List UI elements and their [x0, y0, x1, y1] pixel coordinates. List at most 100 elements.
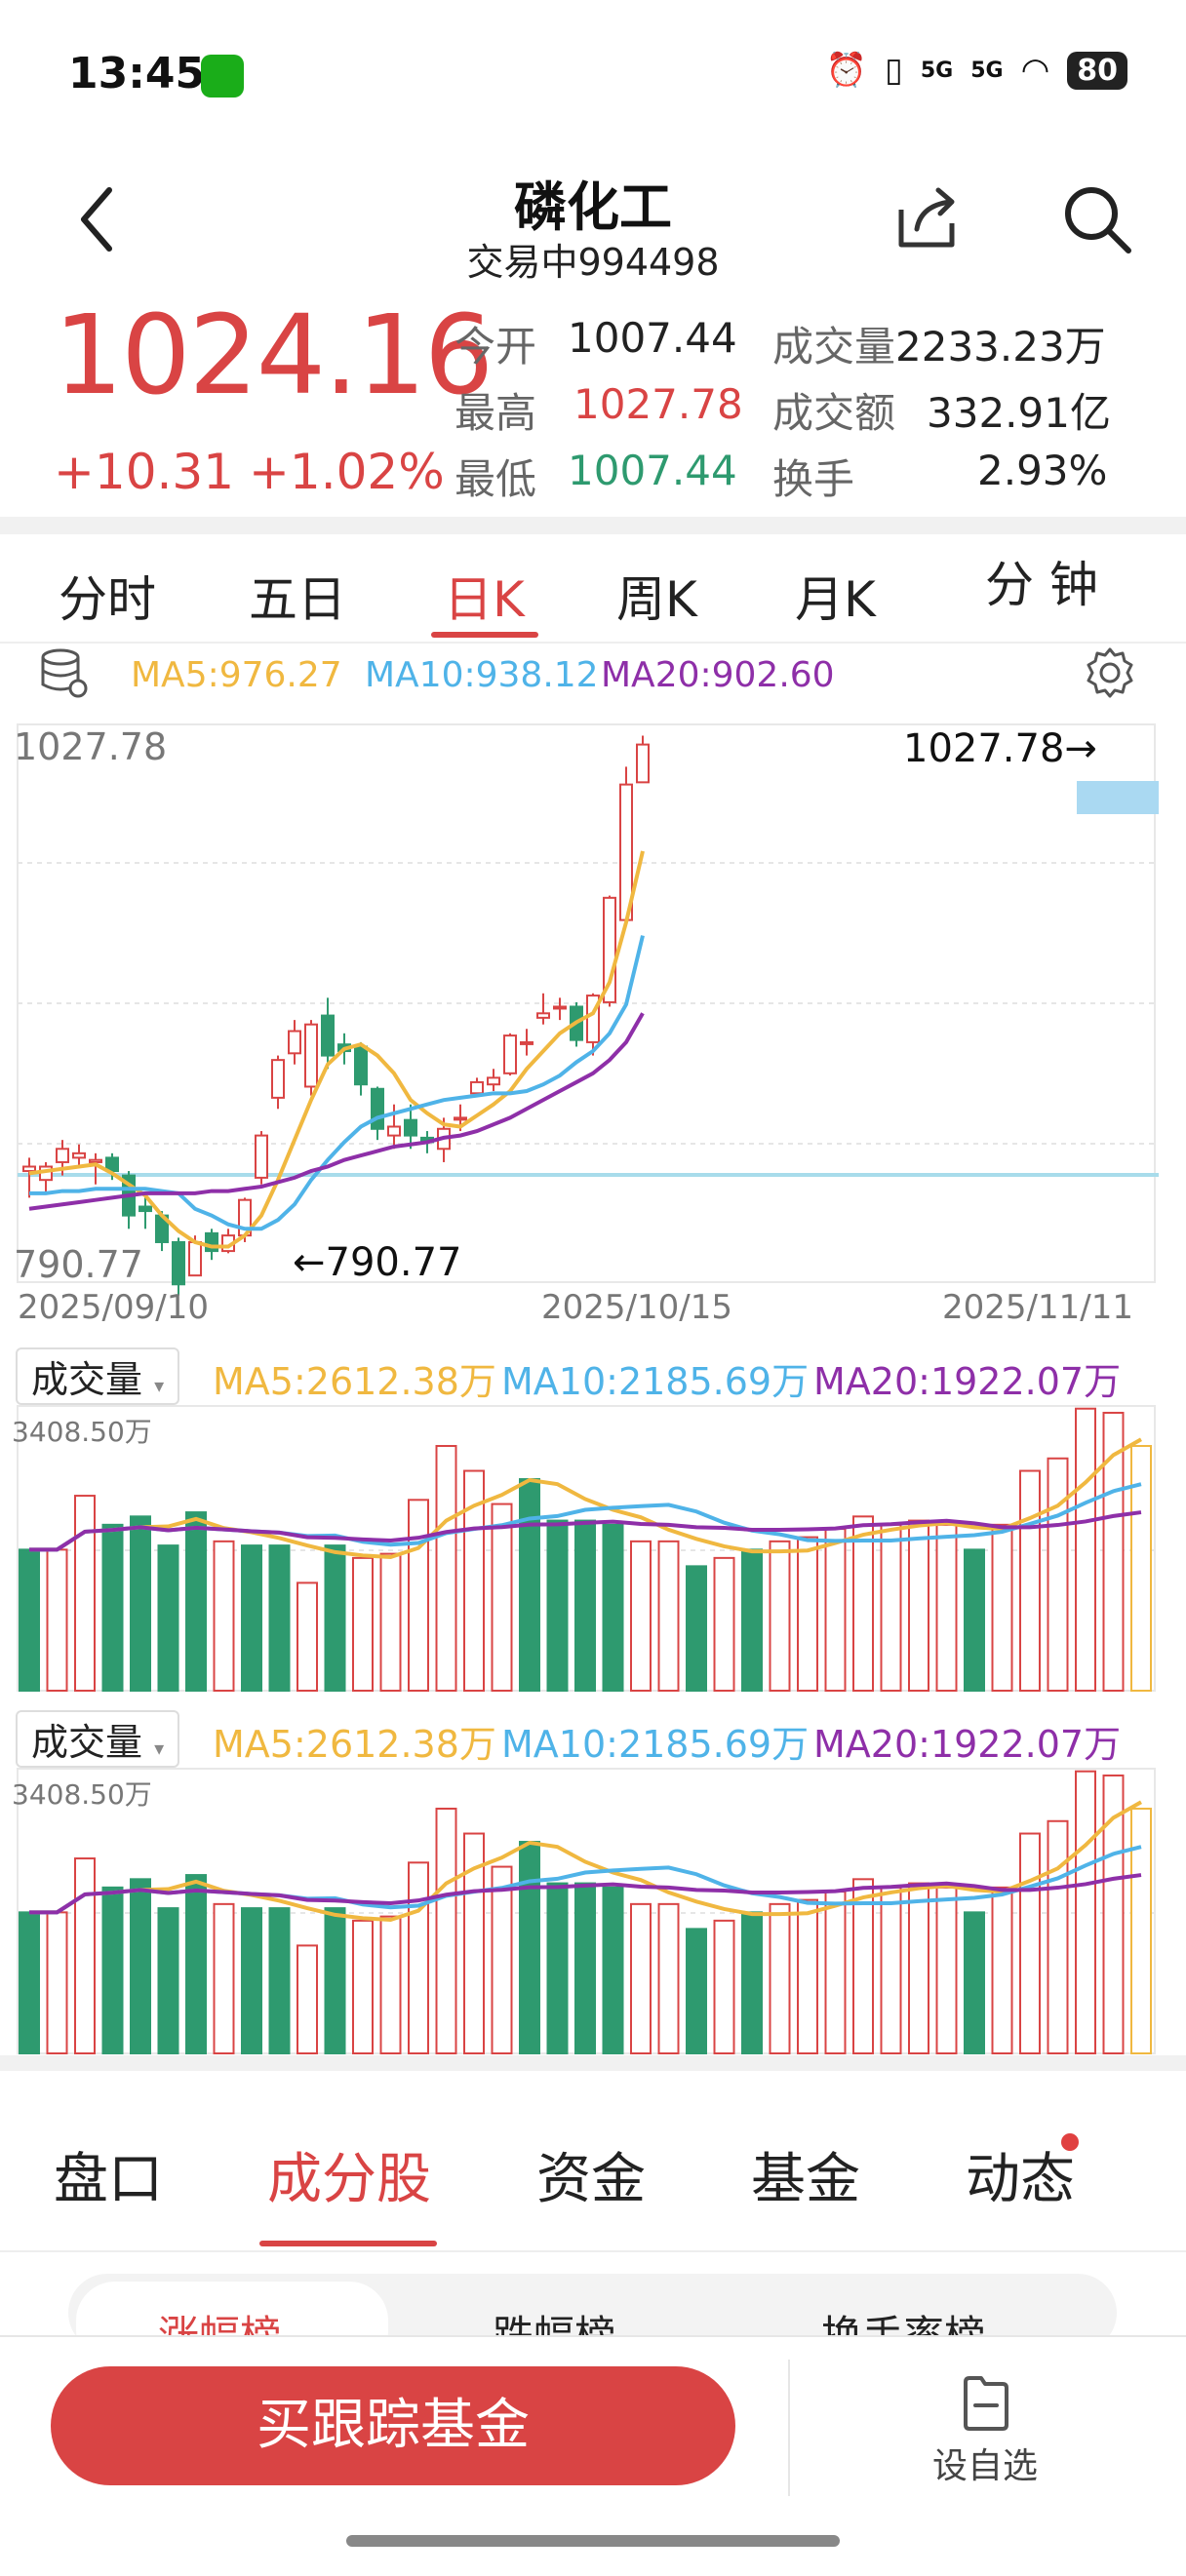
volume-bar: [19, 1911, 40, 2054]
volume-bar: [574, 1882, 596, 2054]
volume-bar: [880, 1523, 902, 1692]
volume-bar: [157, 1907, 179, 2054]
volume-bar: [1102, 1774, 1125, 2054]
candle-body: [56, 1148, 69, 1163]
volume-bar: [324, 1544, 346, 1692]
candle-body: [288, 1030, 301, 1055]
volume-bar: [1075, 1407, 1096, 1692]
volume-bar: [46, 1911, 68, 2054]
volume-bar: [213, 1902, 235, 2054]
volume-bar: [435, 1445, 457, 1692]
candlestick-chart[interactable]: 1027.78 790.77 1027.78→ ←790.77 2025/09/…: [0, 717, 1186, 1341]
volume-bar: [130, 1878, 151, 2055]
volume-max-label-2: 3408.50万: [12, 1778, 152, 1811]
signal-icon: 5G: [920, 58, 954, 83]
volume-label: 成交量: [772, 323, 896, 371]
volume-bar: [880, 1886, 902, 2054]
y-axis-low-label: 790.77: [14, 1243, 143, 1286]
high-marker-label: 1027.78→: [903, 726, 1097, 771]
volume-bar: [991, 1886, 1013, 2054]
volume-indicator-button-2[interactable]: 成交量 ▾: [16, 1710, 180, 1768]
tab-weekly-k[interactable]: 周K: [616, 571, 697, 628]
x-axis-date-3: 2025/11/11: [942, 1288, 1133, 1327]
volume-bar: [1019, 1469, 1041, 1692]
volume-bar: [657, 1902, 680, 2054]
back-icon[interactable]: [68, 180, 127, 258]
volume-bar: [824, 1891, 847, 2054]
volume-bar: [352, 1919, 374, 2054]
candle-body: [636, 743, 650, 784]
candle-body: [520, 1040, 534, 1045]
volume-bar: [519, 1841, 540, 2055]
tab-orderbook[interactable]: 盘口: [54, 2148, 163, 2211]
ma5-line: [28, 850, 645, 1249]
volume-bar: [241, 1907, 262, 2054]
vol-ma5-line: [29, 1437, 1142, 1560]
page-title: 磷化工: [514, 176, 672, 238]
dropdown-icon-2: ▾: [154, 1737, 165, 1760]
vol-ma20-label: MA20:1922.07万: [813, 1360, 1122, 1403]
tab-monthly-k[interactable]: 月K: [795, 571, 876, 628]
tab-five-day[interactable]: 五日: [249, 571, 346, 628]
turnover-label: 换手: [772, 455, 855, 503]
candle-body: [22, 1165, 36, 1173]
volume-bar: [546, 1882, 569, 2054]
vol-ma10-label: MA10:2185.69万: [501, 1360, 810, 1403]
vol2-ma20-label: MA20:1922.07万: [813, 1723, 1122, 1766]
dropdown-icon: ▾: [154, 1374, 165, 1397]
add-favorite-label[interactable]: 设自选: [931, 2446, 1038, 2486]
volume-chart-1[interactable]: 3408.50万: [0, 1404, 1186, 1697]
volume-bar: [852, 1515, 874, 1693]
search-icon[interactable]: [1058, 180, 1136, 258]
volume-bar: [1130, 1445, 1152, 1692]
price-change-pct: +1.02%: [249, 444, 445, 500]
vol-ma20-line: [29, 1873, 1142, 1915]
add-favorite-icon[interactable]: [960, 2374, 1012, 2433]
volume-bar: [546, 1519, 569, 1692]
tab-funds[interactable]: 基金: [751, 2148, 860, 2211]
ma5-label: MA5:976.27: [131, 655, 342, 695]
buy-tracking-fund-button[interactable]: 买跟踪基金: [51, 2366, 735, 2485]
wifi-icon: ◠: [1020, 51, 1050, 90]
volume-bar: [935, 1886, 958, 2054]
volume-bar: [908, 1519, 929, 1692]
low-marker-label: ←790.77: [293, 1240, 461, 1285]
candle-body: [138, 1205, 152, 1213]
settings-icon[interactable]: [1083, 645, 1137, 700]
tab-minute[interactable]: 分 钟: [985, 557, 1098, 613]
volume-indicator-button[interactable]: 成交量 ▾: [16, 1347, 180, 1405]
alarm-icon: ⏰: [825, 51, 868, 90]
volume-bar: [463, 1832, 485, 2054]
volume-bar: [769, 1540, 791, 1692]
tab-news[interactable]: 动态: [966, 2148, 1075, 2211]
home-indicator: [346, 2535, 840, 2547]
candle-body: [553, 1005, 567, 1010]
candle-body: [404, 1118, 417, 1137]
volume-bar: [797, 1536, 818, 1692]
volume-bar: [741, 1911, 763, 2054]
candle-body: [454, 1116, 467, 1121]
candle-body: [503, 1034, 517, 1074]
wechat-icon: [201, 55, 244, 98]
candle-body: [304, 1023, 318, 1088]
volume-bar: [713, 1556, 735, 1692]
bottom-tab-underline: [259, 2241, 437, 2246]
vol2-ma5-label: MA5:2612.38万: [213, 1723, 496, 1766]
vol-ma5-line: [29, 1800, 1142, 1923]
volume-bar: [74, 1857, 96, 2055]
share-icon[interactable]: [888, 180, 966, 258]
turnover-value: 2.93%: [977, 447, 1108, 494]
database-icon[interactable]: [39, 647, 88, 698]
current-price: 1024.16: [54, 293, 494, 419]
volume-bar: [713, 1919, 735, 2054]
amount-label: 成交额: [772, 389, 896, 437]
volume-chart-2[interactable]: 3408.50万: [0, 1767, 1186, 2059]
status-time: 13:45: [68, 49, 206, 98]
tab-intraday[interactable]: 分时: [59, 571, 156, 628]
volume-bar: [797, 1898, 818, 2054]
tab-funds-flow[interactable]: 资金: [536, 2148, 646, 2211]
tab-constituents[interactable]: 成分股: [267, 2148, 431, 2211]
tab-daily-k[interactable]: 日K: [444, 571, 525, 628]
volume-bar: [1047, 1819, 1069, 2055]
volume-bar: [630, 1540, 652, 1692]
